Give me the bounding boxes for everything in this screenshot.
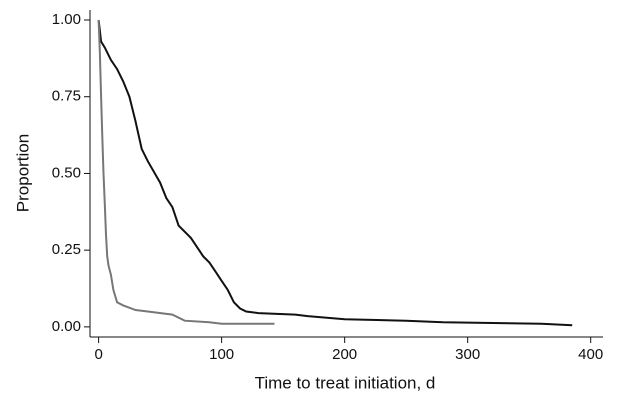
y-tick-label: 1.00 [52,11,81,28]
x-tick-label: 400 [578,346,603,363]
y-tick-label: 0.75 [52,88,81,105]
y-axis-title: Proportion [13,134,32,212]
y-tick-label: 0.25 [52,241,81,258]
x-tick-label: 0 [94,346,102,363]
y-tick-label: 0.50 [52,164,81,181]
x-axis-title: Time to treat initiation, d [255,373,436,392]
survival-line [97,19,573,327]
y-tick-label: 0.00 [52,318,81,335]
x-tick-label: 300 [455,346,480,363]
x-tick-label: 200 [332,346,357,363]
survival-line [97,19,275,325]
x-tick-label: 100 [209,346,234,363]
